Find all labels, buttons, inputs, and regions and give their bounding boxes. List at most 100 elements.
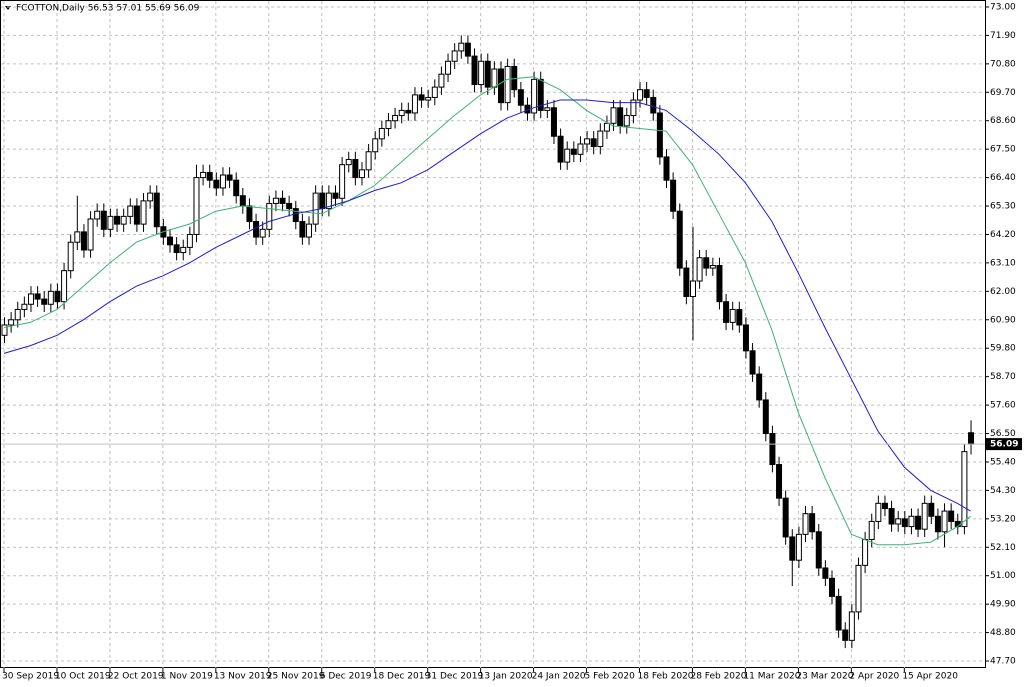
candle-body	[835, 595, 842, 631]
moving-average-line	[3, 76, 971, 546]
candle-body	[193, 177, 200, 235]
candle-body	[908, 515, 915, 528]
candle-body	[676, 210, 683, 269]
candle-body	[504, 65, 511, 104]
candle-body	[941, 510, 948, 533]
y-tick-label: 65.30	[990, 202, 1016, 212]
candle-body	[815, 531, 822, 569]
y-tick-label: 55.40	[990, 457, 1016, 467]
candle-body	[392, 115, 399, 122]
candle-body	[27, 293, 34, 305]
x-tick-label: 22 Oct 2019	[108, 672, 164, 682]
candle-body	[61, 270, 68, 303]
y-tick-label: 67.50	[990, 145, 1016, 155]
candle-body	[928, 502, 935, 517]
y-tick-label: 70.80	[990, 59, 1016, 69]
candle-body	[577, 143, 584, 155]
candle-body	[822, 567, 829, 579]
candle-body	[703, 257, 710, 269]
candle-body	[570, 148, 577, 155]
candle-body	[968, 432, 975, 445]
x-tick-label: 15 Apr 2020	[902, 672, 958, 682]
candle-body	[742, 324, 749, 352]
candle-body	[41, 298, 48, 305]
candle-body	[120, 215, 127, 225]
y-tick-label: 71.90	[990, 31, 1016, 41]
last-price-box	[986, 438, 1022, 451]
candle-body	[948, 510, 955, 522]
candle-body	[842, 629, 849, 641]
candle-body	[663, 156, 670, 181]
candle-body	[716, 264, 723, 303]
candle-body	[21, 303, 28, 310]
candle-body	[517, 89, 524, 106]
y-tick-label: 52.10	[990, 543, 1016, 553]
candle-body	[332, 192, 339, 199]
x-tick-label: 24 Jan 2020	[532, 672, 586, 682]
candle-body	[339, 164, 346, 199]
candle-body	[372, 138, 379, 153]
candle-body	[875, 502, 882, 522]
candle-body	[233, 179, 240, 197]
x-tick-label: 13 Jan 2020	[479, 672, 533, 682]
candle-body	[458, 42, 465, 52]
candle-body	[299, 221, 306, 238]
candle-body	[531, 78, 538, 114]
candle-body	[656, 112, 663, 158]
candle-body	[464, 42, 471, 57]
candle-body	[868, 520, 875, 541]
candle-body	[603, 122, 610, 132]
y-tick-label: 64.20	[990, 230, 1016, 240]
candle-body	[491, 68, 498, 88]
candle-body	[729, 308, 736, 323]
candle-body	[239, 195, 246, 207]
y-tick-label: 49.90	[990, 600, 1016, 610]
candle-body	[848, 611, 855, 641]
candle-body	[862, 539, 869, 566]
y-tick-label: 51.00	[990, 571, 1016, 581]
candle-body	[67, 241, 74, 272]
candle-body	[153, 192, 160, 228]
candle-body	[206, 171, 213, 181]
candle-body	[451, 50, 458, 62]
candle-body	[292, 208, 299, 223]
candle-body	[756, 373, 763, 401]
candle-body	[769, 433, 776, 466]
x-tick-label: 30 Sep 2019	[2, 672, 59, 682]
candle-body	[696, 257, 703, 282]
candle-body	[550, 107, 557, 137]
candle-body	[173, 244, 180, 254]
candle-body	[723, 301, 730, 323]
candle-body	[478, 60, 485, 86]
y-tick-label: 57.60	[990, 401, 1016, 411]
candle-body	[319, 192, 326, 210]
y-tick-label: 63.10	[990, 258, 1016, 268]
candle-body	[425, 96, 432, 101]
candle-body	[94, 210, 101, 220]
y-tick-label: 68.60	[990, 116, 1016, 126]
candle-body	[584, 138, 591, 145]
candle-body	[670, 179, 677, 212]
candle-body	[617, 107, 624, 127]
y-tick-label: 69.70	[990, 88, 1016, 98]
candle-body	[266, 202, 273, 230]
candle-body	[809, 513, 816, 533]
candle-body	[213, 179, 220, 189]
candle-body	[259, 228, 266, 238]
candle-body	[358, 169, 365, 179]
candle-body	[398, 109, 405, 117]
candle-body	[736, 308, 743, 326]
candle-body	[709, 264, 716, 269]
candle-body	[921, 502, 928, 530]
y-tick-label: 53.20	[990, 514, 1016, 524]
candle-body	[789, 536, 796, 561]
candle-body	[881, 502, 888, 509]
candle-body	[564, 148, 571, 163]
candle-body	[683, 267, 690, 298]
candle-body	[637, 89, 644, 101]
candle-body	[855, 564, 862, 613]
x-tick-label: 18 Feb 2020	[638, 672, 694, 682]
candle-body	[87, 218, 94, 251]
candle-body	[915, 515, 922, 530]
